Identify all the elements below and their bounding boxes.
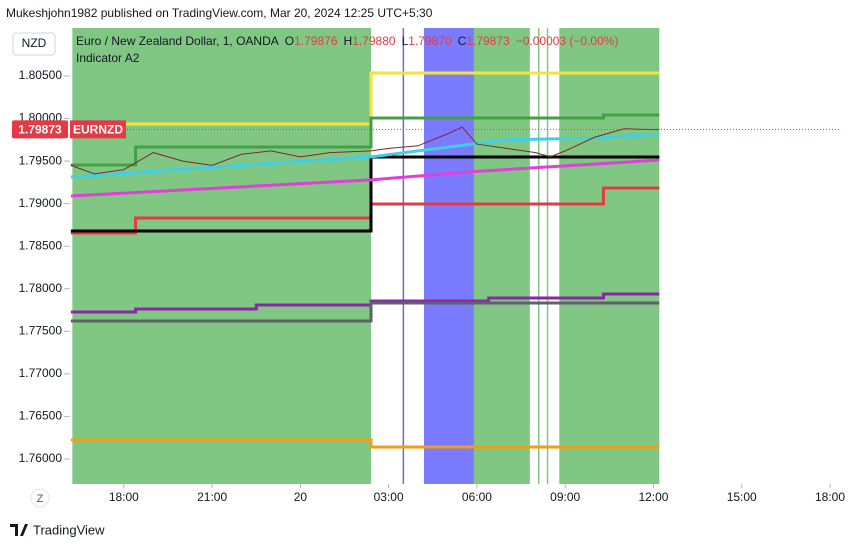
step-line	[70, 71, 660, 126]
symbol-label: EURNZD	[73, 123, 123, 137]
x-tick-label: 06:00	[462, 490, 492, 504]
indicator-name: Indicator A2	[76, 51, 140, 65]
last-price-badge	[12, 120, 68, 139]
close: 1.79873	[466, 34, 510, 48]
y-tick-label: 1.78500	[19, 238, 63, 252]
change: −0.00003 (−0.00%)	[516, 34, 619, 48]
plot-area	[70, 28, 840, 484]
l-label: L	[402, 34, 409, 48]
indicator-line	[70, 132, 660, 179]
indicator-line	[70, 158, 660, 198]
currency-button[interactable]	[12, 32, 56, 56]
c-label: C	[458, 34, 467, 48]
x-tick-label: 18:00	[109, 490, 139, 504]
session-shade	[72, 28, 371, 484]
step-line	[70, 301, 660, 323]
y-tick-label: 1.77000	[19, 366, 63, 380]
x-tick-label: 09:00	[550, 490, 580, 504]
x-tick-label: 20	[294, 490, 308, 504]
symbol-badge	[70, 120, 126, 139]
timezone-label: Z	[37, 493, 44, 505]
session-shade	[473, 28, 530, 484]
session-shade	[559, 28, 660, 484]
y-tick-label: 1.78000	[19, 281, 63, 295]
x-tick-label: 15:00	[727, 490, 757, 504]
currency-label: NZD	[22, 36, 47, 50]
o-label: O	[285, 34, 294, 48]
step-line	[70, 438, 660, 449]
h-label: H	[344, 34, 353, 48]
x-tick-label: 21:00	[197, 490, 227, 504]
x-tick-label: 12:00	[638, 490, 668, 504]
instrument: Euro / New Zealand Dollar, 1, OANDA	[76, 34, 279, 48]
indicator-line	[70, 126, 660, 175]
low: 1.79870	[408, 34, 452, 48]
timezone-button[interactable]	[30, 488, 50, 508]
published-line: Mukeshjohn1982 published on TradingView.…	[6, 6, 433, 20]
step-line	[70, 155, 660, 233]
open: 1.79876	[294, 34, 338, 48]
y-tick-label: 1.80500	[19, 68, 63, 82]
session-shade	[423, 28, 474, 484]
x-tick-label: 03:00	[374, 490, 404, 504]
legend-line: Euro / New Zealand Dollar, 1, OANDA O1.79…	[76, 34, 618, 48]
y-tick-label: 1.77500	[19, 323, 63, 337]
brand-logo	[10, 524, 28, 536]
y-tick-label: 1.79500	[19, 153, 63, 167]
y-tick-label: 1.76000	[19, 451, 63, 465]
y-tick-label: 1.76500	[19, 409, 63, 423]
x-tick-label: 18:00	[815, 490, 845, 504]
y-tick-label: 1.79000	[19, 196, 63, 210]
last-price-label: 1.79873	[18, 123, 62, 137]
high: 1.79880	[352, 34, 396, 48]
brand: TradingView	[33, 522, 105, 537]
step-line	[70, 113, 660, 167]
